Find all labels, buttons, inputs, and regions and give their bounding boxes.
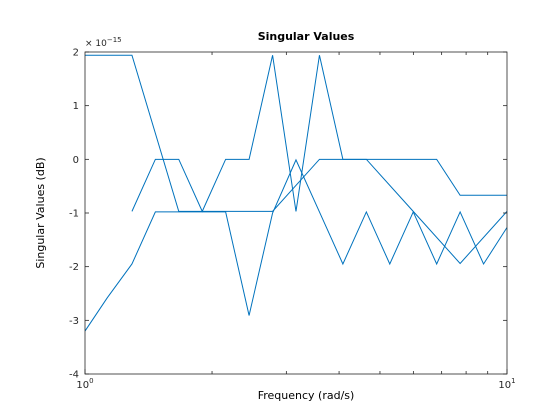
y-tick-label: -1 <box>69 209 79 220</box>
y-exponent-base: × 10 <box>85 39 107 49</box>
x-axis-ticks: 100 101 <box>76 52 516 391</box>
x-axis-label: Frequency (rad/s) <box>258 389 355 402</box>
y-tick-label: -2 <box>69 262 79 273</box>
series-line-2 <box>85 158 507 332</box>
y-tick-label: 2 <box>73 48 79 59</box>
y-tick-label: -3 <box>69 316 79 327</box>
series-line-1 <box>85 54 507 265</box>
chart-title: Singular Values <box>258 30 355 43</box>
y-tick-label: -4 <box>69 370 79 381</box>
series-line-3 <box>131 55 507 213</box>
y-tick-label: 0 <box>73 155 79 166</box>
plot-area <box>85 52 507 374</box>
y-axis-exponent: × 10−15 <box>85 36 122 49</box>
series-layer <box>85 54 507 332</box>
y-exponent-power: −15 <box>107 36 122 44</box>
x-tick-label: 101 <box>498 377 515 391</box>
x-tick-label: 100 <box>76 377 93 391</box>
y-tick-label: 1 <box>73 101 79 112</box>
y-axis-label: Singular Values (dB) <box>34 157 47 268</box>
y-axis-ticks: -4 -3 -2 -1 0 1 2 <box>69 48 507 381</box>
